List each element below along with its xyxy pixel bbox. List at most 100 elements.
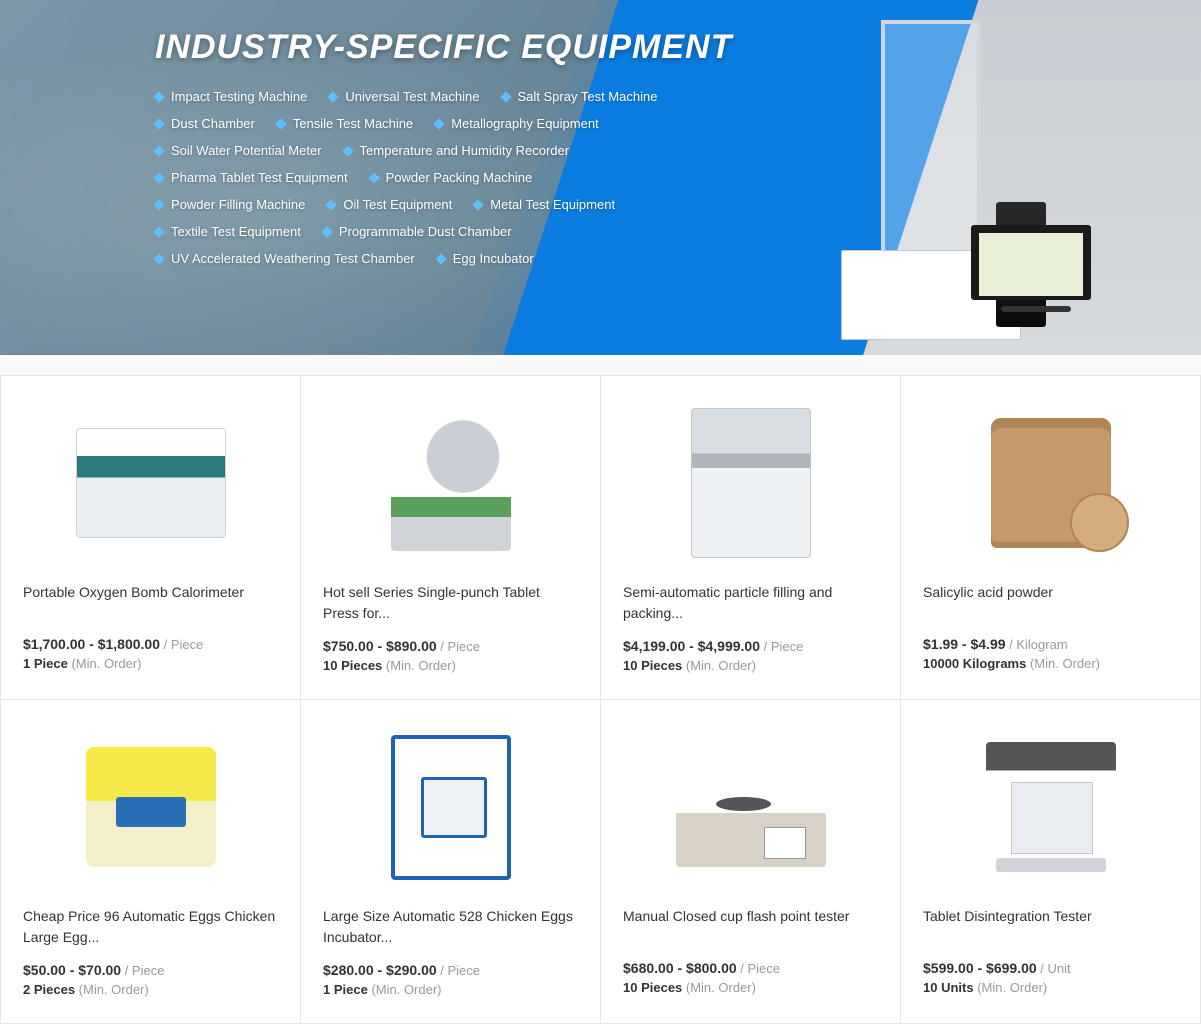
- product-price-row: $1.99 - $4.99 / Kilogram: [923, 636, 1178, 652]
- product-card[interactable]: Cheap Price 96 Automatic Eggs Chicken La…: [1, 700, 300, 1023]
- hero-category-label: Powder Packing Machine: [386, 170, 533, 185]
- product-card[interactable]: Tablet Disintegration Tester $599.00 - $6…: [901, 700, 1200, 1023]
- hero-category-label: Powder Filling Machine: [171, 197, 305, 212]
- diamond-icon: [368, 172, 379, 183]
- hero-category-link[interactable]: UV Accelerated Weathering Test Chamber: [155, 251, 415, 266]
- diamond-icon: [328, 91, 339, 102]
- hero-category-link[interactable]: Impact Testing Machine: [155, 89, 307, 104]
- hero-category-link[interactable]: Temperature and Humidity Recorder: [344, 143, 570, 158]
- product-title[interactable]: Cheap Price 96 Automatic Eggs Chicken La…: [23, 906, 278, 948]
- diamond-icon: [153, 118, 164, 129]
- diamond-icon: [153, 172, 164, 183]
- hero-category-label: Programmable Dust Chamber: [339, 224, 512, 239]
- product-moq-qty: 10000 Kilograms: [923, 656, 1030, 671]
- product-price-row: $280.00 - $290.00 / Piece: [323, 962, 578, 978]
- hero-category-link[interactable]: Textile Test Equipment: [155, 224, 301, 239]
- product-price: $680.00 - $800.00: [623, 960, 737, 976]
- hero-category-label: Dust Chamber: [171, 116, 255, 131]
- product-moq-label: (Min. Order): [371, 982, 441, 997]
- hero-category-link[interactable]: Programmable Dust Chamber: [323, 224, 512, 239]
- product-price: $280.00 - $290.00: [323, 962, 437, 978]
- product-card[interactable]: Salicylic acid powder $1.99 - $4.99 / Kil…: [901, 376, 1200, 699]
- product-image: [623, 408, 878, 558]
- product-moq-qty: 2 Pieces: [23, 982, 79, 997]
- hero-category-label: Metal Test Equipment: [490, 197, 615, 212]
- hero-category-link[interactable]: Powder Packing Machine: [370, 170, 533, 185]
- product-moq-qty: 1 Piece: [23, 656, 71, 671]
- product-price-unit: / Kilogram: [1006, 637, 1068, 652]
- product-card[interactable]: Large Size Automatic 528 Chicken Eggs In…: [301, 700, 600, 1023]
- hero-banner: INDUSTRY-SPECIFIC EQUIPMENT Impact Testi…: [0, 0, 1201, 355]
- diamond-icon: [153, 199, 164, 210]
- diamond-icon: [434, 118, 445, 129]
- hero-category-link[interactable]: Tensile Test Machine: [277, 116, 413, 131]
- hero-category-link[interactable]: Dust Chamber: [155, 116, 255, 131]
- diamond-icon: [321, 226, 332, 237]
- product-title[interactable]: Semi-automatic particle filling and pack…: [623, 582, 878, 624]
- product-card[interactable]: Hot sell Series Single-punch Tablet Pres…: [301, 376, 600, 699]
- product-price-unit: / Piece: [437, 639, 480, 654]
- product-price: $750.00 - $890.00: [323, 638, 437, 654]
- product-title[interactable]: Manual Closed cup flash point tester: [623, 906, 878, 946]
- product-moq-label: (Min. Order): [977, 980, 1047, 995]
- diamond-icon: [473, 199, 484, 210]
- product-price: $599.00 - $699.00: [923, 960, 1037, 976]
- product-price-unit: / Unit: [1037, 961, 1071, 976]
- product-card[interactable]: Manual Closed cup flash point tester $680…: [601, 700, 900, 1023]
- product-moq-row: 10000 Kilograms (Min. Order): [923, 656, 1178, 671]
- product-price-unit: / Piece: [737, 961, 780, 976]
- product-title[interactable]: Large Size Automatic 528 Chicken Eggs In…: [323, 906, 578, 948]
- hero-category-label: Temperature and Humidity Recorder: [360, 143, 570, 158]
- product-title[interactable]: Portable Oxygen Bomb Calorimeter: [23, 582, 278, 622]
- product-image-placeholder: [391, 416, 511, 551]
- product-price: $50.00 - $70.00: [23, 962, 121, 978]
- hero-category-link[interactable]: Salt Spray Test Machine: [502, 89, 658, 104]
- product-price: $4,199.00 - $4,999.00: [623, 638, 760, 654]
- diamond-icon: [153, 145, 164, 156]
- product-price-unit: / Piece: [160, 637, 203, 652]
- hero-category-links: Impact Testing Machine Universal Test Mac…: [155, 83, 715, 272]
- product-moq-row: 10 Pieces (Min. Order): [323, 658, 578, 673]
- hero-category-label: Universal Test Machine: [345, 89, 479, 104]
- product-title[interactable]: Hot sell Series Single-punch Tablet Pres…: [323, 582, 578, 624]
- product-title[interactable]: Tablet Disintegration Tester: [923, 906, 1178, 946]
- diamond-icon: [275, 118, 286, 129]
- product-price: $1,700.00 - $1,800.00: [23, 636, 160, 652]
- product-image-placeholder: [676, 747, 826, 867]
- diamond-icon: [153, 253, 164, 264]
- product-price-row: $680.00 - $800.00 / Piece: [623, 960, 878, 976]
- product-price-row: $1,700.00 - $1,800.00 / Piece: [23, 636, 278, 652]
- hero-category-label: Salt Spray Test Machine: [518, 89, 658, 104]
- product-card[interactable]: Portable Oxygen Bomb Calorimeter $1,700.0…: [1, 376, 300, 699]
- product-moq-row: 1 Piece (Min. Order): [23, 656, 278, 671]
- product-moq-row: 10 Pieces (Min. Order): [623, 658, 878, 673]
- hero-category-link[interactable]: Pharma Tablet Test Equipment: [155, 170, 348, 185]
- diamond-icon: [153, 226, 164, 237]
- hero-category-link[interactable]: Universal Test Machine: [329, 89, 479, 104]
- product-image-placeholder: [691, 408, 811, 558]
- product-moq-label: (Min. Order): [1030, 656, 1100, 671]
- product-moq-label: (Min. Order): [386, 658, 456, 673]
- product-price-row: $599.00 - $699.00 / Unit: [923, 960, 1178, 976]
- hero-content: INDUSTRY-SPECIFIC EQUIPMENT Impact Testi…: [0, 0, 1201, 272]
- product-moq-label: (Min. Order): [686, 980, 756, 995]
- product-moq-row: 10 Pieces (Min. Order): [623, 980, 878, 995]
- product-card[interactable]: Semi-automatic particle filling and pack…: [601, 376, 900, 699]
- product-price-unit: / Piece: [121, 963, 164, 978]
- product-moq-label: (Min. Order): [79, 982, 149, 997]
- hero-category-link[interactable]: Soil Water Potential Meter: [155, 143, 322, 158]
- hero-category-link[interactable]: Powder Filling Machine: [155, 197, 305, 212]
- product-moq-label: (Min. Order): [686, 658, 756, 673]
- hero-category-label: Soil Water Potential Meter: [171, 143, 322, 158]
- hero-category-link[interactable]: Metallography Equipment: [435, 116, 598, 131]
- product-image: [923, 732, 1178, 882]
- product-image: [23, 408, 278, 558]
- product-price: $1.99 - $4.99: [923, 636, 1006, 652]
- hero-category-link[interactable]: Egg Incubator: [437, 251, 534, 266]
- product-image: [923, 408, 1178, 558]
- hero-category-link[interactable]: Oil Test Equipment: [327, 197, 452, 212]
- hero-category-label: Tensile Test Machine: [293, 116, 413, 131]
- hero-category-link[interactable]: Metal Test Equipment: [474, 197, 615, 212]
- product-moq-qty: 10 Pieces: [623, 658, 686, 673]
- product-title[interactable]: Salicylic acid powder: [923, 582, 1178, 622]
